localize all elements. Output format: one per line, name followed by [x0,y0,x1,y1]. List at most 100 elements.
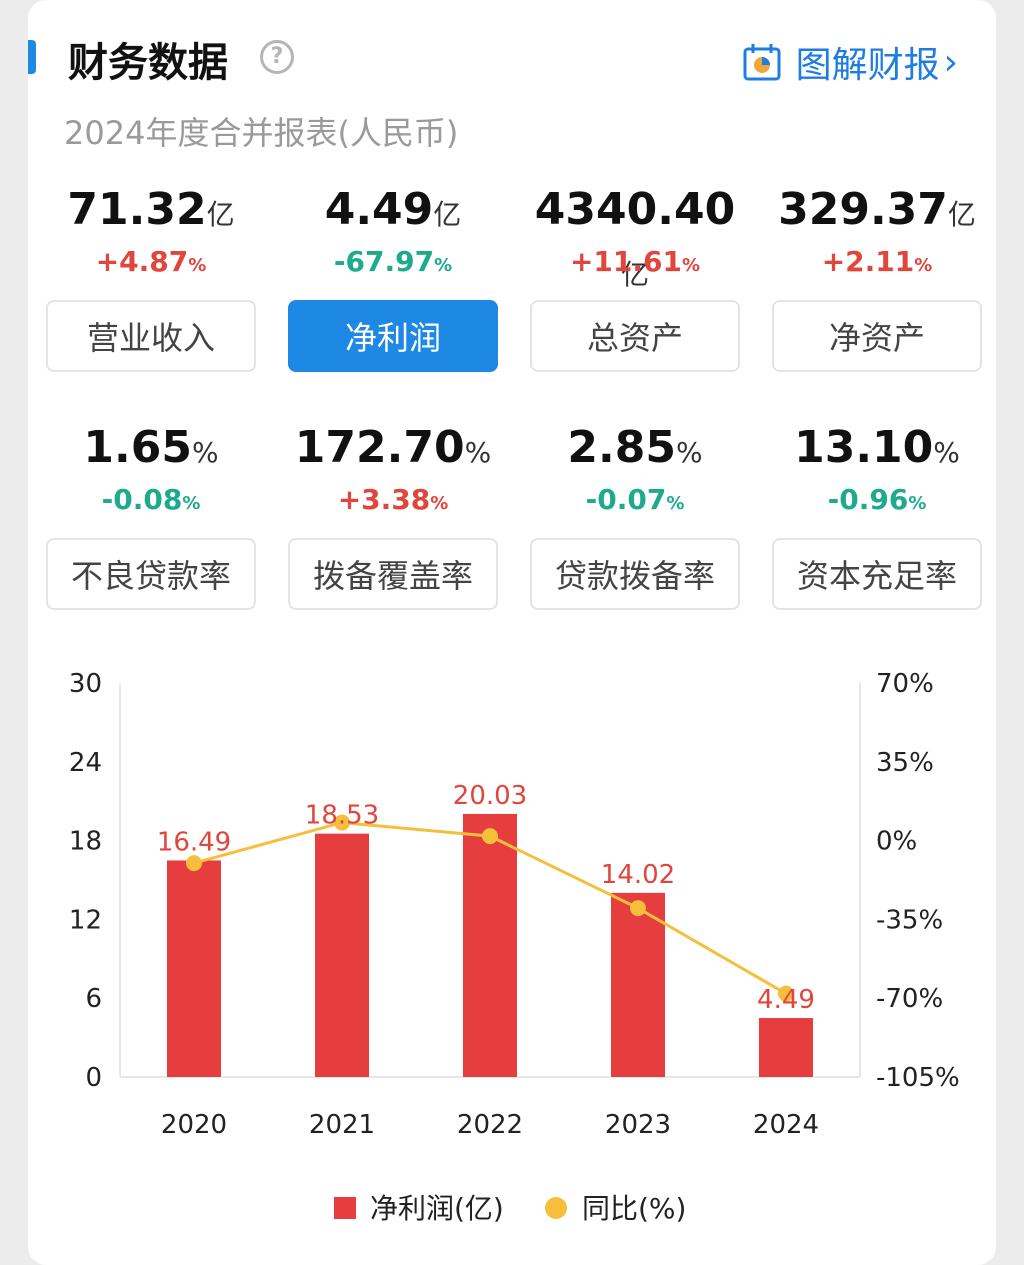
bar-data-label: 20.03 [453,781,527,811]
metric-change-unit: % [666,493,685,514]
help-icon[interactable]: ? [260,40,294,74]
x-tick-label: 2023 [605,1110,671,1140]
legend-bar-swatch [334,1197,356,1219]
metric-change-number: -0.07 [585,483,667,516]
legend-line-label: 同比(%) [582,1192,686,1225]
metrics-row-1: 71.32亿 +4.87% 营业收入 4.49亿 -67.97% 净利润 4340.40亿 +… [28,180,996,420]
y-right-tick-label: 70% [876,669,934,699]
bar-net-profit [759,1018,813,1077]
y-left-tick-label: 6 [85,984,102,1014]
x-tick-label: 2020 [161,1110,227,1140]
metric-change-unit: % [430,493,449,514]
metric-value-unit: 亿 [433,198,462,231]
metrics-row-2: 1.65% -0.08% 不良贷款率 172.70% +3.38% 拨备覆盖率 2.85% -… [28,418,996,658]
section-accent-bar [28,40,36,74]
bar-net-profit [167,860,221,1077]
metric-change: -67.97% [288,240,498,284]
metric-value-number: 71.32 [67,184,207,235]
x-tick-label: 2021 [309,1110,375,1140]
metric-change: -0.07% [530,478,740,522]
legend-line-swatch [545,1197,567,1219]
metric-value-unit: 亿 [206,198,235,231]
bar-net-profit [611,892,665,1077]
metric-change-unit: % [681,255,701,276]
metric-value: 71.32亿 [46,180,256,240]
yoy-point [630,900,646,917]
net-profit-chart: 0 6 12 18 24 30 -105% -70% -35% 0% 35% 70% 2020 2021 2… [69,669,960,1225]
metric-change-unit: % [182,493,201,514]
metric-value-number: 329.37 [778,184,948,235]
metric-change-unit: % [434,255,453,276]
metric-tab-button[interactable]: 资本充足率 [772,538,982,610]
y-left-tick-label: 30 [69,669,102,699]
metric-value-number: 13.10 [794,422,934,473]
metric-metrics_row1-2: 4340.40 亿 +11.61% 总资产 [530,180,740,372]
metric-value-number: 4.49 [324,184,434,235]
yoy-point [482,828,498,845]
metric-value-number: 4340.40 [534,184,736,235]
metric-value: 172.70% [288,418,498,478]
x-tick-label: 2024 [753,1110,819,1140]
metric-value-number: 1.65 [83,422,192,473]
metric-change: -0.96% [772,478,982,522]
metric-change: +3.38% [288,478,498,522]
metric-metrics_row1-0: 71.32亿 +4.87% 营业收入 [46,180,256,372]
graph-link-label: 图解财报 [795,45,940,86]
yoy-point [186,855,202,872]
metric-change-unit: % [914,255,933,276]
report-subtitle: 2024年度合并报表(人民币) [64,114,459,152]
metric-value: 1.65% [46,418,256,478]
metric-change-number: -0.96 [827,483,909,516]
bar-data-label: 4.49 [757,985,815,1015]
metric-metrics_row2-0: 1.65% -0.08% 不良贷款率 [46,418,256,610]
yoy-point [334,814,350,831]
metric-value-unit: % [464,436,492,469]
section-title: 财务数据 [68,40,228,86]
metric-value-unit: % [933,436,960,469]
bar-net-profit [463,813,517,1077]
metric-change-number: +3.38 [337,483,431,516]
chevron-right-icon: › [943,41,958,83]
metric-tab-button[interactable]: 贷款拨备率 [530,538,740,610]
calendar-chart-icon [743,44,781,81]
metric-value: 329.37亿 [772,180,982,240]
metric-tab-button[interactable]: 总资产 [530,300,740,372]
metric-change: +11.61% [530,240,740,284]
metric-change-number: -67.97 [333,245,435,278]
metric-value: 2.85% [530,418,740,478]
metric-metrics_row2-1: 172.70% +3.38% 拨备覆盖率 [288,418,498,610]
y-right-tick-label: -70% [876,984,943,1014]
metric-change-number: +11.61 [569,245,682,278]
metric-value-unit: 亿 [947,198,976,231]
graph-report-link[interactable]: 图解财报 › [742,36,958,88]
x-tick-label: 2022 [457,1110,523,1140]
bar-data-label: 14.02 [601,860,675,890]
y-left-tick-label: 18 [69,827,102,857]
metric-change: +4.87% [46,240,256,284]
metric-tab-button[interactable]: 不良贷款率 [46,538,256,610]
y-left-tick-label: 24 [69,748,102,778]
metric-metrics_row1-1: 4.49亿 -67.97% 净利润 [288,180,498,372]
metric-tab-button[interactable]: 营业收入 [46,300,256,372]
metric-tab-button[interactable]: 拨备覆盖率 [288,538,498,610]
legend-bar-label: 净利润(亿) [370,1192,504,1225]
metric-value: 4340.40 亿 [530,180,740,291]
metric-metrics_row2-3: 13.10% -0.96% 资本充足率 [772,418,982,610]
metric-value-unit: % [675,436,703,469]
y-right-tick-label: 35% [876,748,934,778]
metric-value-number: 2.85 [567,422,676,473]
metric-value-unit: % [191,436,219,469]
metric-change: +2.11% [772,240,982,284]
yoy-point [778,985,794,1002]
metric-tab-button[interactable]: 净利润 [288,300,498,372]
metric-value: 4.49亿 [288,180,498,240]
metric-change-unit: % [908,493,927,514]
bar-data-label: 16.49 [157,827,231,857]
metric-change-number: +2.11 [821,245,915,278]
y-left-tick-label: 12 [69,905,102,935]
metric-metrics_row1-3: 329.37亿 +2.11% 净资产 [772,180,982,372]
metric-value-number: 172.70 [294,422,465,473]
metric-tab-button[interactable]: 净资产 [772,300,982,372]
bar-data-label: 18.53 [305,801,379,831]
y-right-tick-label: -35% [876,905,943,935]
